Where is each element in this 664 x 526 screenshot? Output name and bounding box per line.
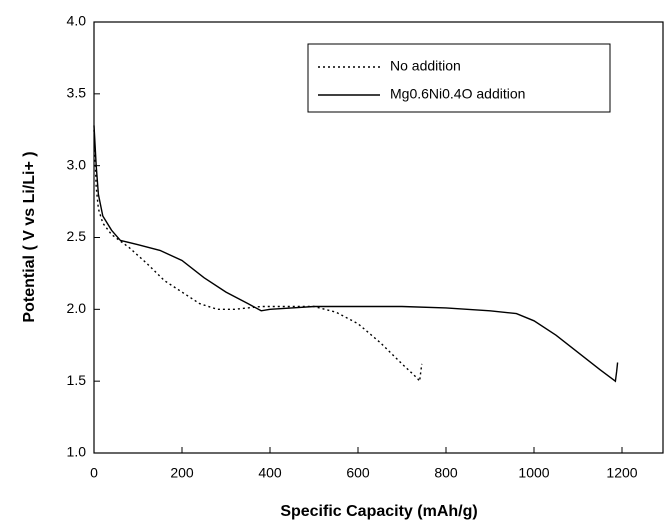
x-tick-label: 800: [434, 465, 458, 481]
x-tick-label: 600: [346, 465, 370, 481]
legend-label: Mg0.6Ni0.4O addition: [390, 86, 525, 102]
x-tick-label: 200: [170, 465, 194, 481]
x-tick-label: 1000: [518, 465, 549, 481]
y-tick-label: 1.5: [67, 372, 87, 388]
legend-box: [307, 43, 611, 113]
x-tick-label: 1200: [606, 465, 637, 481]
x-tick-label: 400: [258, 465, 282, 481]
legend-label: No addition: [390, 58, 461, 74]
y-tick-label: 4.0: [67, 13, 87, 29]
y-tick-label: 2.0: [67, 300, 87, 316]
series-line: [93, 125, 619, 383]
x-tick-label: 0: [90, 465, 98, 481]
y-tick-label: 1.0: [67, 444, 87, 460]
x-axis-label: Specific Capacity (mAh/g): [280, 503, 477, 520]
y-tick-label: 2.5: [67, 228, 87, 244]
y-tick-label: 3.5: [67, 85, 87, 101]
series-line: [93, 129, 423, 383]
y-tick-label: 3.0: [67, 156, 87, 172]
y-axis-label: Potential ( V vs Li/Li+ ): [21, 151, 38, 322]
